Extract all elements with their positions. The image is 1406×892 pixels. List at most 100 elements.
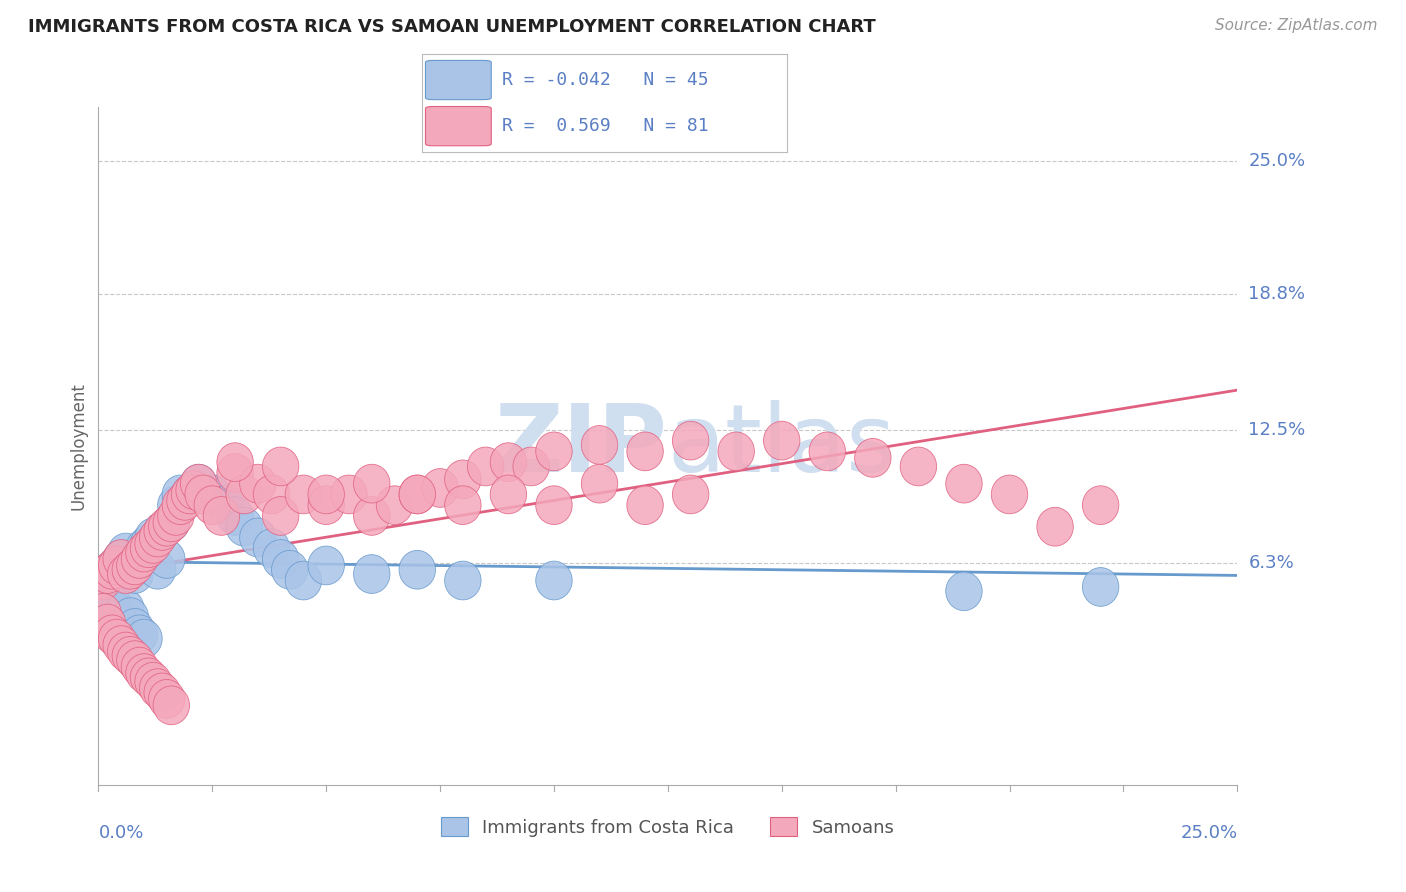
Ellipse shape xyxy=(855,439,891,477)
Ellipse shape xyxy=(536,486,572,524)
Ellipse shape xyxy=(194,475,231,514)
Ellipse shape xyxy=(84,593,121,632)
FancyBboxPatch shape xyxy=(426,61,491,100)
Ellipse shape xyxy=(399,550,436,589)
Ellipse shape xyxy=(98,593,135,632)
Ellipse shape xyxy=(208,486,245,524)
Ellipse shape xyxy=(143,512,180,550)
Ellipse shape xyxy=(107,589,143,628)
Ellipse shape xyxy=(444,460,481,499)
Ellipse shape xyxy=(399,475,436,514)
Ellipse shape xyxy=(1083,486,1119,524)
Text: R =  0.569   N = 81: R = 0.569 N = 81 xyxy=(502,117,709,135)
Ellipse shape xyxy=(103,540,139,578)
Ellipse shape xyxy=(808,432,845,471)
Ellipse shape xyxy=(239,465,276,503)
Text: 0.0%: 0.0% xyxy=(98,824,143,842)
Ellipse shape xyxy=(1036,508,1073,546)
Ellipse shape xyxy=(536,432,572,471)
Ellipse shape xyxy=(285,475,322,514)
Ellipse shape xyxy=(84,561,121,600)
Ellipse shape xyxy=(103,625,139,665)
Ellipse shape xyxy=(107,533,143,572)
Ellipse shape xyxy=(399,475,436,514)
Ellipse shape xyxy=(167,482,204,520)
Ellipse shape xyxy=(162,475,198,514)
Ellipse shape xyxy=(121,648,157,686)
Ellipse shape xyxy=(172,475,208,514)
Ellipse shape xyxy=(143,673,180,712)
Ellipse shape xyxy=(991,475,1028,514)
Ellipse shape xyxy=(353,465,389,503)
Ellipse shape xyxy=(117,640,153,680)
Ellipse shape xyxy=(263,497,299,535)
Text: 18.8%: 18.8% xyxy=(1249,285,1305,303)
Ellipse shape xyxy=(353,555,389,593)
Ellipse shape xyxy=(180,465,217,503)
Ellipse shape xyxy=(157,486,194,524)
Ellipse shape xyxy=(491,475,527,514)
Ellipse shape xyxy=(444,561,481,600)
Ellipse shape xyxy=(103,604,139,643)
Ellipse shape xyxy=(107,632,143,671)
Ellipse shape xyxy=(149,540,186,578)
Ellipse shape xyxy=(718,432,755,471)
Ellipse shape xyxy=(125,619,162,658)
Ellipse shape xyxy=(98,546,135,585)
Ellipse shape xyxy=(98,546,135,585)
Ellipse shape xyxy=(353,497,389,535)
Ellipse shape xyxy=(153,686,190,724)
Ellipse shape xyxy=(581,425,617,465)
Ellipse shape xyxy=(139,518,176,557)
Text: 25.0%: 25.0% xyxy=(1180,824,1237,842)
Ellipse shape xyxy=(467,447,503,486)
Ellipse shape xyxy=(90,555,125,593)
Ellipse shape xyxy=(194,486,231,524)
Ellipse shape xyxy=(139,669,176,707)
Ellipse shape xyxy=(149,680,186,718)
Ellipse shape xyxy=(90,604,125,643)
Ellipse shape xyxy=(117,608,153,648)
Ellipse shape xyxy=(308,546,344,585)
Ellipse shape xyxy=(217,442,253,482)
Ellipse shape xyxy=(121,540,157,578)
Ellipse shape xyxy=(94,550,131,589)
Text: atlas: atlas xyxy=(668,400,896,492)
Ellipse shape xyxy=(763,421,800,460)
Ellipse shape xyxy=(204,497,239,535)
Ellipse shape xyxy=(112,550,149,589)
Ellipse shape xyxy=(131,529,167,567)
Ellipse shape xyxy=(217,497,253,535)
Ellipse shape xyxy=(263,447,299,486)
Text: 25.0%: 25.0% xyxy=(1249,152,1306,169)
Ellipse shape xyxy=(271,550,308,589)
Ellipse shape xyxy=(330,475,367,514)
Ellipse shape xyxy=(153,503,190,541)
Ellipse shape xyxy=(84,561,121,600)
Ellipse shape xyxy=(135,662,172,701)
Ellipse shape xyxy=(143,512,180,550)
Ellipse shape xyxy=(125,654,162,692)
FancyBboxPatch shape xyxy=(426,106,491,145)
Ellipse shape xyxy=(253,529,290,567)
Ellipse shape xyxy=(536,561,572,600)
Text: IMMIGRANTS FROM COSTA RICA VS SAMOAN UNEMPLOYMENT CORRELATION CHART: IMMIGRANTS FROM COSTA RICA VS SAMOAN UNE… xyxy=(28,18,876,36)
Ellipse shape xyxy=(90,572,125,611)
Ellipse shape xyxy=(117,555,153,593)
Ellipse shape xyxy=(131,658,167,697)
Text: 12.5%: 12.5% xyxy=(1249,421,1306,439)
Ellipse shape xyxy=(112,550,149,589)
Ellipse shape xyxy=(263,540,299,578)
Ellipse shape xyxy=(422,468,458,508)
Ellipse shape xyxy=(94,582,131,622)
Ellipse shape xyxy=(176,471,212,509)
Ellipse shape xyxy=(135,524,172,563)
Ellipse shape xyxy=(131,524,167,563)
Ellipse shape xyxy=(627,486,664,524)
Ellipse shape xyxy=(162,486,198,524)
Ellipse shape xyxy=(285,561,322,600)
Ellipse shape xyxy=(946,572,983,611)
Text: Source: ZipAtlas.com: Source: ZipAtlas.com xyxy=(1215,18,1378,33)
Ellipse shape xyxy=(98,619,135,658)
Ellipse shape xyxy=(946,465,983,503)
